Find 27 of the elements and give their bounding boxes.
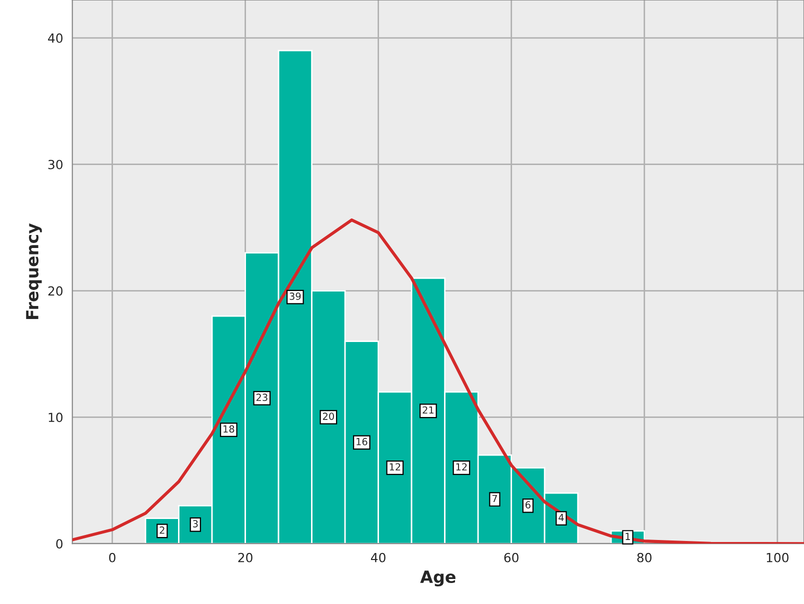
data-label: 12: [390, 463, 400, 470]
data-label: 7: [492, 494, 497, 502]
x-tick-label: 0: [109, 552, 116, 562]
data-label: 1: [626, 532, 630, 540]
x-tick-label: 100: [766, 552, 788, 562]
y-tick-label: 40: [48, 33, 62, 43]
data-label: 23: [256, 394, 268, 402]
y-tick-label: 0: [56, 539, 62, 549]
data-label: 39: [290, 292, 301, 300]
data-label: 16: [356, 438, 368, 446]
data-label: 3: [193, 520, 198, 528]
x-tick-label: 60: [504, 552, 518, 562]
data-label: 4: [558, 514, 564, 521]
data-label: 21: [422, 406, 434, 414]
x-axis-title: Age: [420, 570, 456, 586]
x-tick-label: 80: [637, 552, 652, 562]
y-tick-label: 30: [48, 160, 62, 170]
y-tick-label: 20: [48, 286, 62, 296]
y-tick-label: 10: [48, 412, 62, 422]
data-label: 20: [322, 412, 334, 420]
data-label: 2: [160, 526, 164, 534]
x-tick-label: 40: [370, 552, 386, 562]
data-label: 12: [456, 463, 467, 470]
data-label: 6: [526, 501, 530, 508]
y-axis-title: Frequency: [26, 223, 42, 320]
data-label: 18: [224, 425, 234, 433]
x-tick-label: 20: [238, 552, 252, 562]
